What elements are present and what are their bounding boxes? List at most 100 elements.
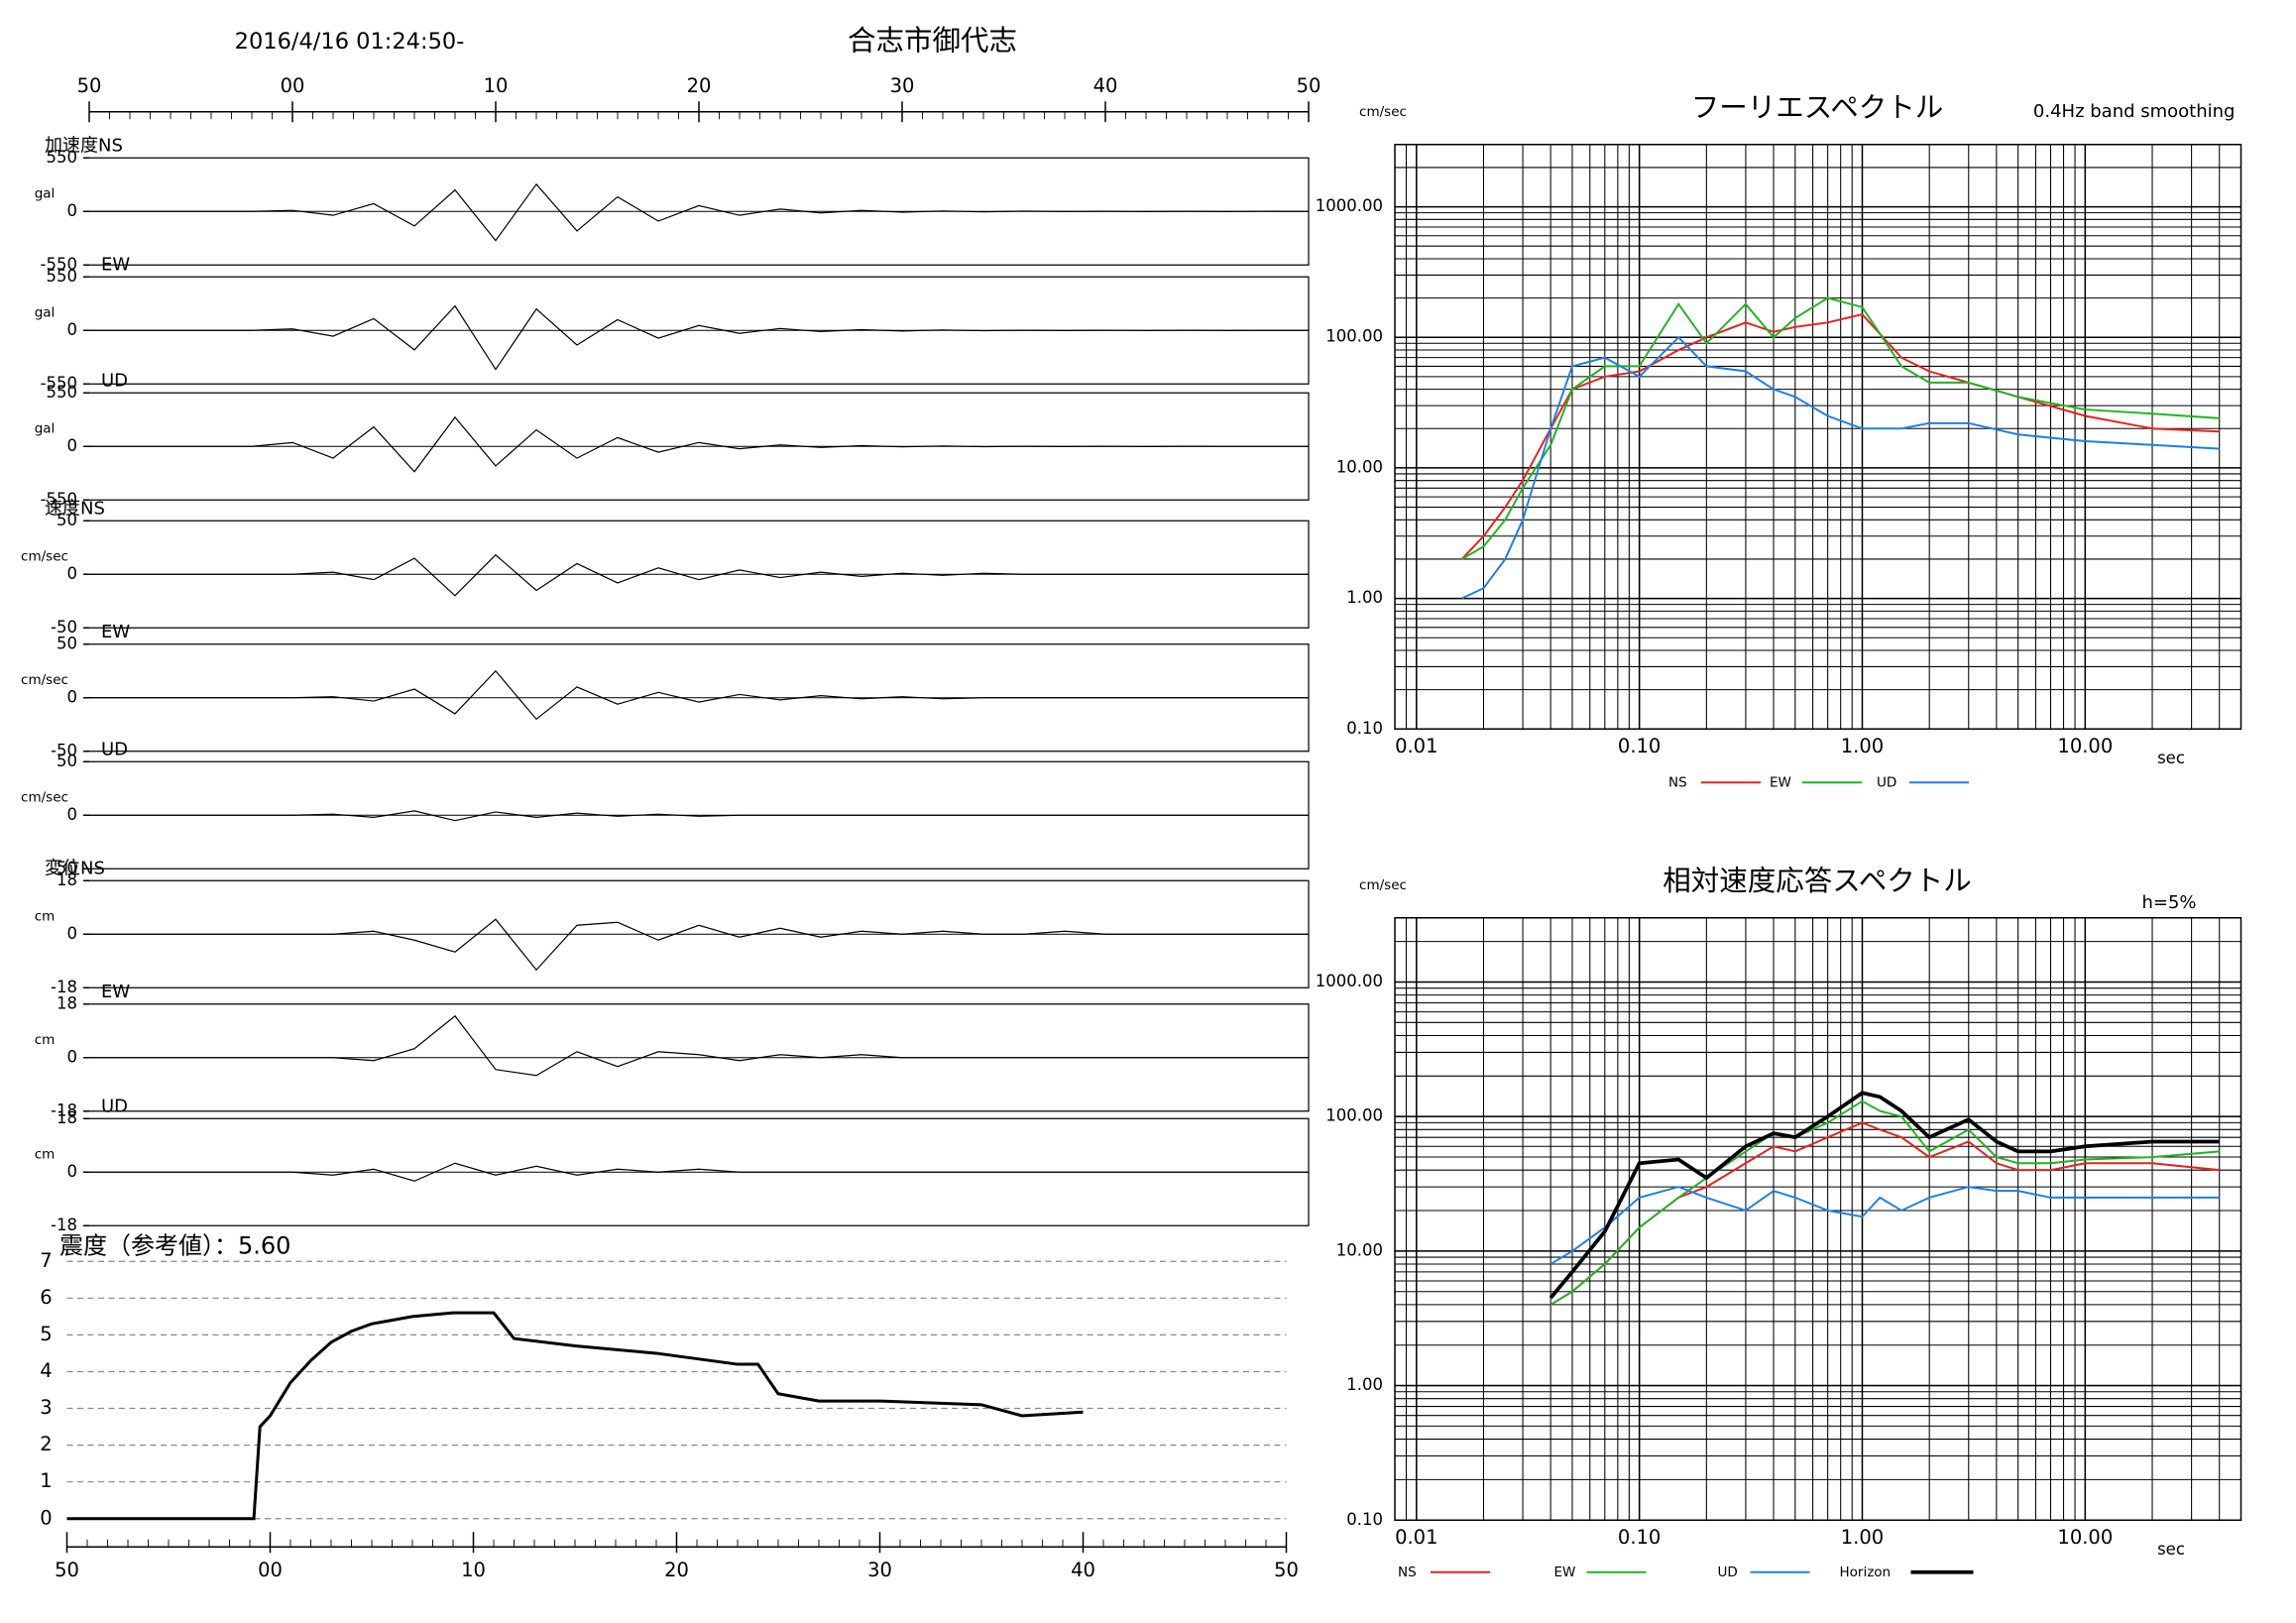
- panel-label: 加速度NS: [45, 135, 123, 156]
- waveform: [89, 182, 1310, 242]
- unit-label: gal: [35, 185, 56, 201]
- x-tick-label: 1.00: [1841, 1526, 1884, 1549]
- waveform: [89, 1162, 1309, 1182]
- y-tick-label: 0: [67, 564, 78, 583]
- x-tick-label: 00: [281, 74, 305, 97]
- y-tick-label: 0: [67, 805, 78, 824]
- y-tick-label: -550: [41, 255, 77, 274]
- legend-label: UD: [1718, 1565, 1738, 1580]
- annotation: h=5%: [2141, 892, 2196, 913]
- x-tick-label: 50: [77, 74, 102, 97]
- y-tick-label: 50: [57, 511, 77, 529]
- panel-label: EW: [101, 254, 130, 275]
- y-tick-label: 0: [67, 436, 78, 455]
- spectrum-line: [1550, 1121, 2220, 1306]
- unit-label: cm/sec: [21, 789, 68, 805]
- y-tick-label: -50: [51, 859, 77, 877]
- y-tick-label: 7: [40, 1249, 52, 1272]
- x-tick-label: 10: [461, 1559, 486, 1581]
- chart-title: 震度（参考値）：5.60: [59, 1231, 290, 1259]
- x-tick-label: 40: [1071, 1559, 1095, 1581]
- unit-label: gal: [35, 420, 56, 436]
- y-tick-label: -18: [51, 978, 77, 996]
- x-tick-label: 10.00: [2057, 1526, 2113, 1549]
- intensity-line: [66, 1311, 1084, 1521]
- panel-label: EW: [101, 622, 130, 642]
- y-tick-label: 1.00: [1346, 588, 1383, 607]
- y-tick-label: 1: [40, 1469, 52, 1492]
- x-tick-label: 20: [664, 1559, 689, 1581]
- unit-label: gal: [35, 304, 56, 320]
- y-tick-label: 0: [67, 924, 78, 943]
- panel-label: EW: [101, 982, 130, 1002]
- panel-label: UD: [101, 1096, 128, 1116]
- chart-title: 相対速度応答スペクトル: [1663, 865, 1972, 897]
- unit-label: cm/sec: [21, 672, 68, 688]
- x-tick-label: 50: [55, 1559, 79, 1581]
- y-tick-label: -18: [51, 1101, 77, 1119]
- legend-label: UD: [1877, 774, 1896, 790]
- panel-label: UD: [101, 370, 128, 391]
- y-tick-label: 550: [47, 383, 78, 402]
- legend-label: NS: [1398, 1565, 1417, 1580]
- y-tick-label: 3: [40, 1396, 52, 1419]
- spectrum-line: [1461, 335, 2220, 600]
- plot-frame: [1394, 143, 2242, 730]
- spectrum-line: [1550, 1186, 2220, 1265]
- panel-label: 速度NS: [45, 498, 105, 519]
- y-tick-label: 100.00: [1325, 1106, 1383, 1125]
- legend-label: EW: [1554, 1565, 1576, 1580]
- y-tick-label: 5: [40, 1323, 52, 1345]
- unit-label: cm: [35, 908, 56, 924]
- y-tick-label: 50: [57, 752, 77, 770]
- y-tick-label: 18: [57, 993, 77, 1012]
- x-axis-label: sec: [2157, 1540, 2185, 1559]
- y-tick-label: 0: [67, 201, 78, 220]
- station-name: 合志市御代志: [848, 24, 1017, 57]
- waveform: [89, 304, 1309, 371]
- panel-label: UD: [101, 739, 128, 759]
- y-tick-label: 2: [40, 1433, 52, 1455]
- y-tick-label: 10.00: [1336, 1240, 1383, 1259]
- x-axis-label: sec: [2157, 749, 2185, 767]
- waveform: [89, 1014, 1309, 1077]
- waveform: [89, 415, 1309, 473]
- waveform: [89, 810, 1309, 822]
- start-time: 2016/4/16 01:24:50-: [235, 29, 465, 55]
- y-tick-label: 1000.00: [1316, 972, 1383, 990]
- y-tick-label: 0: [67, 320, 78, 339]
- y-tick-label: 1000.00: [1316, 196, 1383, 215]
- y-axis-label: cm/sec: [1359, 877, 1407, 893]
- x-tick-label: 0.01: [1395, 1526, 1437, 1549]
- x-tick-label: 30: [890, 74, 915, 97]
- y-tick-label: -550: [41, 374, 77, 393]
- y-tick-label: 18: [57, 1108, 77, 1127]
- y-tick-label: -50: [51, 618, 77, 637]
- y-tick-label: 18: [57, 870, 77, 889]
- plot-frame: [1394, 917, 2242, 1521]
- y-tick-label: 0.10: [1346, 1510, 1383, 1529]
- y-tick-label: -18: [51, 1216, 77, 1234]
- spectrum-line: [1461, 296, 2220, 560]
- x-tick-label: 10.00: [2057, 735, 2113, 757]
- y-tick-label: 0.10: [1346, 719, 1383, 738]
- panel-label: 変位NS: [45, 858, 105, 878]
- y-tick-label: 550: [47, 148, 78, 167]
- waveform: [89, 553, 1309, 597]
- spectrum-line: [1549, 1091, 2220, 1300]
- x-tick-label: 0.10: [1618, 735, 1661, 757]
- waveform: [89, 918, 1309, 972]
- unit-label: cm: [35, 1032, 56, 1048]
- chart-title: フーリエスペクトル: [1691, 91, 1944, 124]
- x-tick-label: 40: [1093, 74, 1118, 97]
- y-tick-label: 6: [40, 1286, 52, 1309]
- x-tick-label: 1.00: [1841, 735, 1884, 757]
- x-tick-label: 0.10: [1618, 1526, 1661, 1549]
- chart-subtitle: 0.4Hz band smoothing: [2033, 101, 2236, 122]
- x-tick-label: 0.01: [1395, 735, 1437, 757]
- y-tick-label: 100.00: [1325, 327, 1383, 346]
- x-tick-label: 20: [687, 74, 712, 97]
- y-tick-label: 4: [40, 1359, 52, 1382]
- y-tick-label: 50: [57, 634, 77, 652]
